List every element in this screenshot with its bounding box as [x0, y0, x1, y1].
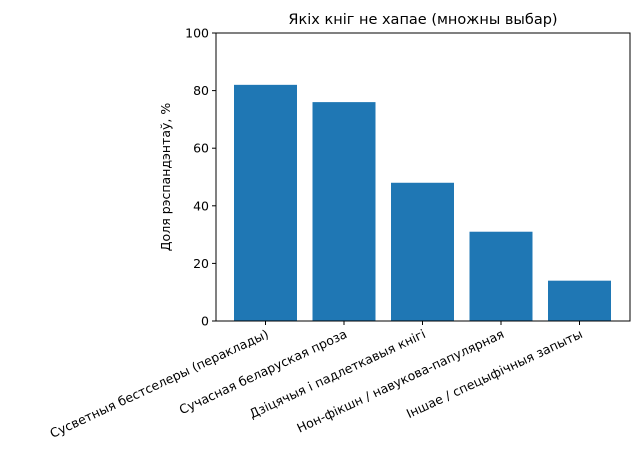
y-tick-label: 20 [193, 256, 209, 271]
bar [234, 84, 297, 321]
bars-group [234, 84, 611, 322]
y-tick-label: 80 [193, 83, 209, 98]
axes-frame [215, 32, 631, 322]
y-tick-label: 40 [193, 198, 209, 213]
y-tick-label: 0 [201, 314, 209, 329]
x-axis: Сусветныя бестселеры (пераклады)Сучасная… [47, 321, 585, 441]
bar [469, 231, 533, 321]
y-tick-label: 100 [185, 26, 209, 41]
y-tick-label: 60 [193, 141, 209, 156]
bar [312, 102, 376, 322]
y-axis-label: Доля рэспандэнтаў, % [158, 103, 173, 252]
bar [548, 280, 611, 321]
bar [391, 182, 454, 321]
y-axis: 0 20 40 60 80 100 [185, 26, 216, 329]
chart-title: Якіх кніг не хапае (множны выбар) [288, 12, 557, 28]
